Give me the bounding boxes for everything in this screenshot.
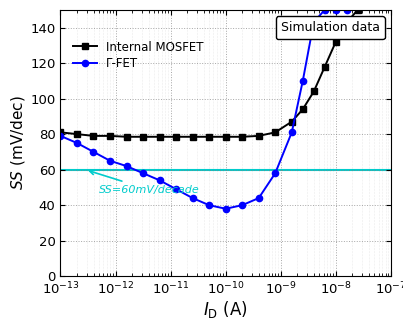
- Γ-FET: [141, 171, 145, 175]
- Internal MOSFET: [190, 135, 195, 139]
- Internal MOSFET: [75, 132, 79, 136]
- Γ-FET: [312, 20, 316, 24]
- Γ-FET: [108, 159, 112, 163]
- Internal MOSFET: [108, 134, 112, 138]
- Γ-FET: [289, 130, 294, 134]
- Γ-FET: [273, 171, 278, 175]
- Γ-FET: [256, 196, 261, 200]
- Γ-FET: [207, 203, 212, 207]
- Internal MOSFET: [345, 20, 349, 24]
- Internal MOSFET: [58, 130, 63, 134]
- Internal MOSFET: [300, 107, 305, 111]
- Internal MOSFET: [223, 135, 228, 139]
- Internal MOSFET: [207, 135, 212, 139]
- Γ-FET: [124, 164, 129, 168]
- Internal MOSFET: [91, 134, 96, 138]
- Internal MOSFET: [355, 8, 360, 12]
- Γ-FET: [190, 196, 195, 200]
- Γ-FET: [345, 8, 349, 12]
- Γ-FET: [174, 187, 179, 191]
- Γ-FET: [75, 141, 79, 145]
- Text: SS=60mV/decade: SS=60mV/decade: [89, 170, 200, 195]
- Internal MOSFET: [333, 40, 338, 44]
- Internal MOSFET: [322, 65, 327, 69]
- Line: Internal MOSFET: Internal MOSFET: [57, 6, 361, 140]
- Γ-FET: [91, 150, 96, 154]
- Line: Γ-FET: Γ-FET: [57, 6, 350, 212]
- Internal MOSFET: [124, 135, 129, 139]
- Γ-FET: [333, 8, 338, 12]
- Γ-FET: [58, 134, 63, 138]
- Γ-FET: [240, 203, 245, 207]
- Γ-FET: [322, 8, 327, 12]
- Internal MOSFET: [273, 130, 278, 134]
- Internal MOSFET: [240, 135, 245, 139]
- Internal MOSFET: [312, 89, 316, 93]
- X-axis label: $\mathit{I}_\mathrm{D}$ (A): $\mathit{I}_\mathrm{D}$ (A): [204, 299, 248, 320]
- Internal MOSFET: [289, 120, 294, 124]
- Internal MOSFET: [141, 135, 145, 139]
- Legend: Internal MOSFET, Γ-FET: Internal MOSFET, Γ-FET: [70, 37, 207, 73]
- Y-axis label: $\mathit{SS}$ (mV/dec): $\mathit{SS}$ (mV/dec): [9, 96, 27, 190]
- Γ-FET: [300, 79, 305, 83]
- Γ-FET: [223, 207, 228, 211]
- Internal MOSFET: [174, 135, 179, 139]
- Γ-FET: [157, 178, 162, 182]
- Internal MOSFET: [256, 134, 261, 138]
- Internal MOSFET: [157, 135, 162, 139]
